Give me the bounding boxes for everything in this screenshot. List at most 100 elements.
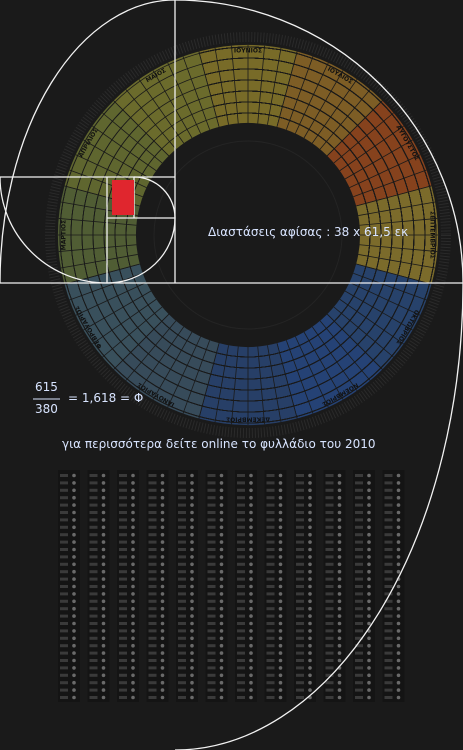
moon-dot bbox=[101, 555, 106, 559]
moon-dot bbox=[160, 629, 165, 633]
day-cell bbox=[296, 496, 304, 500]
moon-dot bbox=[396, 643, 401, 648]
day-cell bbox=[148, 585, 157, 588]
day-cell bbox=[296, 488, 304, 492]
day-cell bbox=[89, 607, 98, 611]
ring-line bbox=[125, 112, 371, 358]
moon-dot bbox=[249, 503, 253, 507]
moon-dot bbox=[308, 606, 312, 611]
moon-dot bbox=[308, 540, 312, 544]
moon-dot bbox=[308, 510, 312, 515]
day-cell bbox=[60, 548, 68, 551]
moon-dot bbox=[249, 495, 253, 500]
moon-dot bbox=[396, 503, 401, 507]
day-cell bbox=[207, 577, 216, 581]
moon-dot bbox=[396, 599, 401, 604]
day-cell bbox=[60, 629, 68, 633]
day-cell bbox=[89, 481, 98, 485]
moon-dot bbox=[308, 666, 312, 670]
day-cell bbox=[384, 644, 393, 648]
day-cell bbox=[237, 622, 245, 625]
day-cell bbox=[325, 540, 334, 544]
day-cell bbox=[325, 622, 334, 625]
moon-dot bbox=[278, 651, 283, 655]
day-cell bbox=[296, 474, 304, 477]
day-cell bbox=[237, 518, 245, 522]
moon-dot bbox=[367, 688, 371, 692]
moon-dot bbox=[219, 481, 224, 485]
day-cell bbox=[296, 644, 304, 648]
moon-dot bbox=[72, 621, 76, 626]
moon-dot bbox=[219, 621, 224, 626]
moon-dot bbox=[101, 540, 106, 544]
day-cell bbox=[384, 651, 393, 655]
moon-dot bbox=[160, 495, 165, 500]
day-cell bbox=[60, 511, 68, 514]
day-cell bbox=[178, 592, 186, 596]
day-cell bbox=[60, 496, 68, 500]
moon-dot bbox=[219, 614, 224, 618]
moon-dot bbox=[337, 592, 342, 596]
moon-dot bbox=[249, 569, 253, 574]
moon-dot bbox=[367, 525, 371, 530]
red-square bbox=[112, 180, 134, 215]
moon-dot bbox=[190, 592, 194, 596]
moon-dot bbox=[367, 658, 371, 663]
moon-dot bbox=[72, 666, 76, 670]
moon-dot bbox=[249, 488, 253, 493]
day-cell bbox=[237, 481, 245, 485]
moon-dot bbox=[131, 569, 135, 574]
moon-dot bbox=[160, 592, 165, 596]
month-label: ΙΟΥΝΙΟΣ bbox=[234, 48, 262, 55]
moon-dot bbox=[160, 481, 165, 485]
day-cell bbox=[207, 548, 216, 551]
day-cell bbox=[355, 525, 363, 529]
moon-dot bbox=[131, 495, 135, 500]
moon-dot bbox=[367, 488, 371, 493]
moon-dot bbox=[190, 584, 194, 589]
moon-dot bbox=[278, 562, 283, 567]
moon-dot bbox=[249, 673, 253, 678]
day-cell bbox=[178, 503, 186, 507]
moon-dot bbox=[160, 555, 165, 559]
day-cell bbox=[266, 518, 275, 522]
day-cell bbox=[119, 636, 127, 640]
moon-dot bbox=[308, 688, 312, 692]
day-cell bbox=[60, 599, 68, 603]
day-cell bbox=[384, 481, 393, 485]
moon-dot bbox=[367, 673, 371, 678]
day-cell bbox=[119, 474, 127, 477]
dimensions-text: Διαστάσεις αφίσας : 38 x 61,5 εκ bbox=[208, 225, 408, 239]
moon-dot bbox=[160, 518, 165, 522]
moon-dot bbox=[337, 518, 342, 522]
moon-dot bbox=[337, 658, 342, 663]
moon-dot bbox=[131, 621, 135, 626]
moon-dot bbox=[337, 629, 342, 633]
moon-dot bbox=[249, 577, 253, 581]
moon-dot bbox=[308, 614, 312, 618]
day-cell bbox=[119, 681, 127, 685]
moon-dot bbox=[190, 481, 194, 485]
moon-dot bbox=[101, 525, 106, 530]
moon-dot bbox=[160, 547, 165, 552]
day-cell bbox=[148, 577, 157, 581]
day-cell bbox=[296, 555, 304, 559]
moon-dot bbox=[278, 495, 283, 500]
moon-dot bbox=[278, 614, 283, 618]
moon-dot bbox=[219, 584, 224, 589]
day-cell bbox=[178, 481, 186, 485]
day-cell bbox=[384, 496, 393, 500]
day-cell bbox=[60, 562, 68, 566]
moon-dot bbox=[101, 495, 106, 500]
day-cell bbox=[178, 562, 186, 566]
day-divider bbox=[152, 70, 193, 139]
day-cell bbox=[148, 666, 157, 670]
day-cell bbox=[325, 496, 334, 500]
day-cell bbox=[266, 651, 275, 655]
day-cell bbox=[207, 659, 216, 662]
day-cell bbox=[355, 533, 363, 537]
moon-dot bbox=[131, 629, 135, 633]
moon-dot bbox=[160, 584, 165, 589]
moon-dot bbox=[249, 525, 253, 530]
